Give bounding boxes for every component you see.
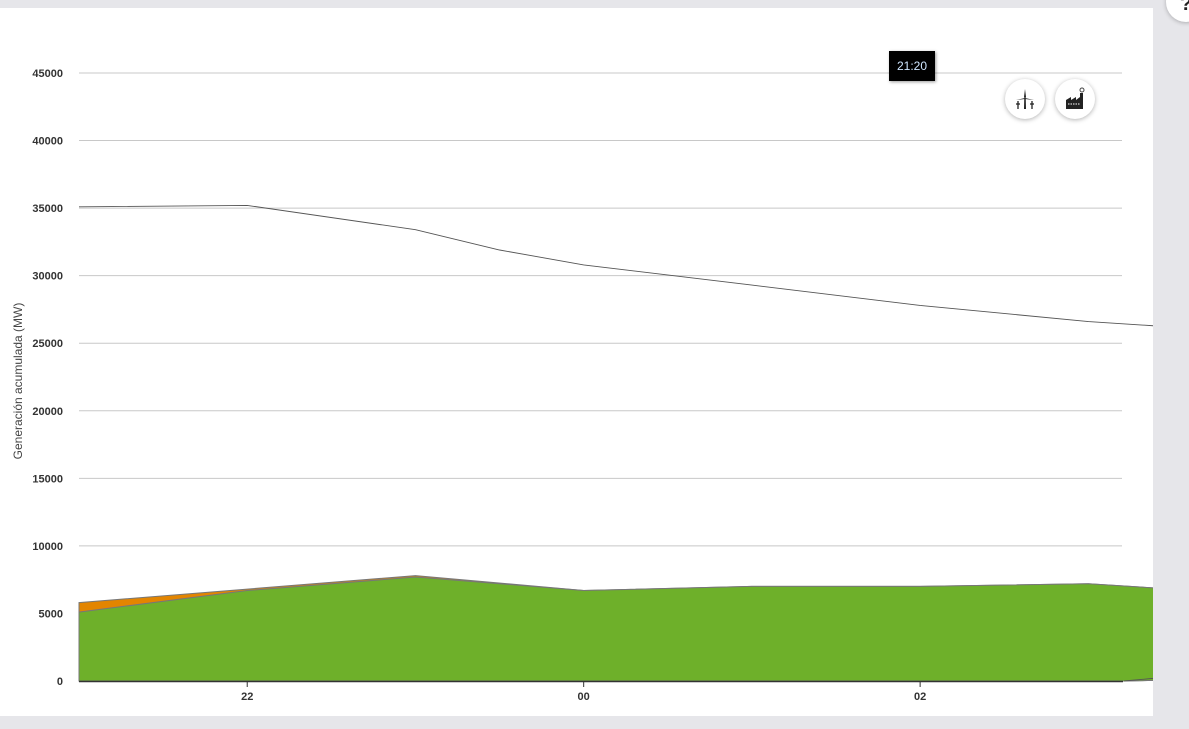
help-button[interactable]: ? — [1166, 0, 1189, 22]
x-tick-label: 22 — [241, 691, 253, 703]
x-tick-label: 00 — [578, 691, 590, 703]
y-tick-label: 35000 — [32, 203, 63, 215]
y-tick-label: 15000 — [32, 473, 63, 485]
y-tick-label: 25000 — [32, 338, 63, 350]
y-axis-label: Generación acumulada (MW) — [11, 303, 25, 460]
y-tick-label: 40000 — [32, 136, 63, 148]
factory-icon — [1066, 87, 1085, 109]
y-tick-label: 5000 — [39, 608, 63, 620]
y-tick-label: 10000 — [32, 541, 63, 553]
x-tick-label: 02 — [914, 691, 926, 703]
demand-line — [78, 204, 1153, 682]
areas — [78, 204, 1153, 682]
wind-area — [78, 576, 1153, 682]
wind-filter-button[interactable] — [1005, 79, 1045, 119]
y-tick-label: 0 — [57, 676, 63, 688]
chart-panel: 0 5000 10000 15000 20000 25000 30000 35000 40000… — [0, 8, 1153, 716]
time-tooltip: 21:20 — [889, 51, 935, 81]
grid — [79, 72, 1122, 614]
wind-turbine-icon — [1016, 89, 1034, 109]
y-tick-label: 45000 — [32, 68, 63, 80]
axes: 0 5000 10000 15000 20000 25000 30000 35000 40000… — [32, 68, 1123, 703]
generation-chart: 0 5000 10000 15000 20000 25000 30000 35000 40000… — [11, 68, 1153, 703]
y-tick-label: 30000 — [32, 271, 63, 283]
y-tick-label: 20000 — [32, 406, 63, 418]
conventional-filter-button[interactable] — [1055, 79, 1095, 119]
